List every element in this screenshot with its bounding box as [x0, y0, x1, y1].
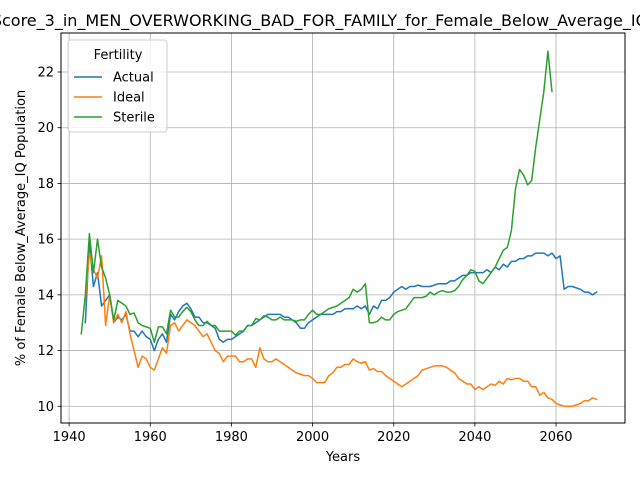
series-layer — [80, 50, 598, 408]
legend-label-sterile: Sterile — [113, 111, 155, 126]
plot-frame — [60, 32, 626, 424]
x-axis-label: Years — [325, 450, 361, 465]
y-tick-label: 20 — [37, 121, 54, 136]
x-tick-label: 2000 — [296, 430, 329, 445]
x-axis: 1940 1960 1980 2000 2020 2040 2060 — [53, 423, 573, 445]
legend-title: Fertility — [94, 48, 143, 63]
legend-entries: Actual Ideal Sterile — [74, 71, 155, 126]
y-tick-label: 18 — [37, 177, 54, 192]
legend-box — [67, 39, 168, 133]
x-tick-label: 1960 — [134, 430, 167, 445]
chart-title: Score_3_in_MEN_OVERWORKING_BAD_FOR_FAMIL… — [0, 11, 640, 31]
legend-label-ideal: Ideal — [113, 91, 145, 106]
x-tick-label: 2020 — [377, 430, 410, 445]
y-tick-label: 14 — [37, 288, 54, 303]
series-line-ideal — [84, 252, 598, 408]
y-axis-label: % of Female Below_Average_IQ Population — [14, 90, 29, 366]
y-axis: 10 12 14 16 18 20 22 — [37, 66, 61, 415]
y-tick-label: 12 — [37, 344, 54, 359]
legend-label-actual: Actual — [113, 71, 154, 86]
x-tick-label: 1940 — [53, 430, 86, 445]
y-tick-label: 10 — [37, 400, 54, 415]
x-tick-label: 1980 — [215, 430, 248, 445]
x-tick-label: 2060 — [539, 430, 572, 445]
legend: Fertility Actual Ideal Sterile — [67, 39, 168, 133]
y-tick-label: 22 — [37, 66, 54, 81]
y-tick-label: 16 — [37, 233, 54, 248]
x-tick-label: 2040 — [458, 430, 491, 445]
series-line-sterile — [80, 50, 553, 343]
